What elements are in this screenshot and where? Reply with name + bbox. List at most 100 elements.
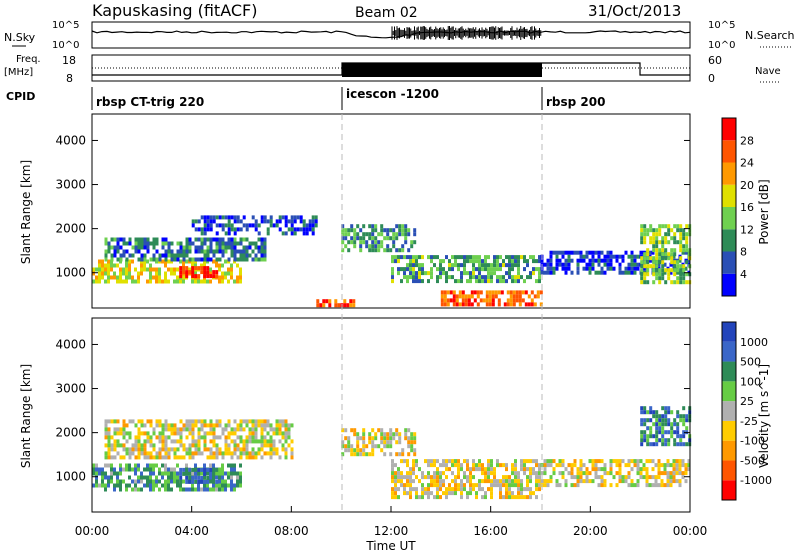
heatmap-cell [535, 483, 538, 488]
heatmap-cell [663, 262, 667, 267]
heatmap-cell [239, 227, 243, 232]
heatmap-cell [511, 467, 514, 472]
heatmap-cell [113, 471, 116, 476]
heatmap-cell [520, 275, 523, 280]
heatmap-cell [549, 463, 553, 468]
heatmap-cell [227, 267, 230, 272]
heatmap-cell [394, 255, 397, 260]
heatmap-cell [436, 479, 439, 484]
heatmap-cell [664, 248, 668, 253]
heatmap-cell [200, 435, 204, 440]
heatmap-cell [679, 232, 683, 237]
heatmap-cell [543, 270, 547, 275]
heatmap-cell [440, 302, 444, 307]
heatmap-cell [533, 294, 537, 299]
heatmap-cell [549, 266, 553, 271]
heatmap-cell [403, 459, 406, 464]
heatmap-cell [239, 435, 243, 440]
heatmap-cell [146, 237, 150, 242]
heatmap-cell [561, 459, 565, 464]
heatmap-cell [436, 471, 439, 476]
heatmap-cell [612, 254, 616, 259]
heatmap-cell [394, 483, 397, 488]
heatmap-cell [104, 271, 107, 276]
heatmap-cell [576, 479, 580, 484]
heatmap-cell [275, 423, 279, 428]
heatmap-cell [517, 259, 520, 264]
heatmap-cell [224, 451, 228, 456]
nsearch-tick-bottom: 10^0 [708, 40, 735, 51]
heatmap-cell [359, 448, 363, 453]
heatmap-cell [676, 434, 680, 439]
heatmap-cell [194, 471, 198, 476]
heatmap-cell [640, 422, 644, 427]
heatmap-cell [672, 471, 676, 476]
heatmap-cell [242, 215, 246, 220]
heatmap-cell [433, 263, 436, 268]
heatmap-cell [392, 432, 396, 437]
heatmap-cell [368, 440, 372, 445]
heatmap-cell [682, 422, 686, 427]
heatmap-cell [227, 423, 231, 428]
heatmap-cell [658, 252, 662, 257]
heatmap-cell [672, 475, 676, 480]
heatmap-cell [640, 232, 644, 237]
heatmap-cell [398, 440, 402, 445]
heatmap-cell [493, 467, 496, 472]
heatmap-cell [576, 266, 580, 271]
heatmap-cell [116, 279, 119, 284]
nave-label: Nave [755, 66, 781, 77]
heatmap-cell [146, 435, 150, 440]
nsky-noise-spikes [391, 26, 542, 40]
heatmap-cell [520, 495, 523, 500]
heatmap-cell [125, 447, 129, 452]
heatmap-cell [658, 418, 662, 423]
heatmap-cell [636, 266, 640, 271]
heatmap-cell [415, 459, 418, 464]
heatmap-cell [221, 237, 225, 242]
heatmap-cell [125, 279, 128, 284]
heatmap-cell [137, 475, 140, 480]
heatmap-cell [212, 467, 215, 472]
heatmap-cell [409, 267, 412, 272]
heatmap-cell [269, 223, 273, 228]
heatmap-cell [319, 303, 323, 308]
heatmap-cell [269, 455, 273, 460]
heatmap-cell [191, 219, 195, 224]
heatmap-cell [476, 302, 480, 307]
heatmap-cell [152, 479, 155, 484]
heatmap-cell [397, 475, 400, 480]
heatmap-cell [682, 272, 686, 277]
heatmap-cell [179, 475, 183, 480]
heatmap-cell [661, 406, 665, 411]
heatmap-cell [676, 228, 680, 233]
heatmap-cell [655, 422, 659, 427]
heatmap-cell [558, 483, 562, 488]
heatmap-cell [131, 487, 134, 492]
heatmap-cell [257, 257, 261, 262]
heatmap-cell [362, 444, 366, 449]
heatmap-cell [523, 267, 526, 272]
heatmap-cell [254, 423, 258, 428]
heatmap-cell [418, 255, 421, 260]
heatmap-cell [353, 432, 357, 437]
heatmap-cell [406, 483, 409, 488]
heatmap-cell [664, 252, 668, 257]
heatmap-cell [158, 419, 162, 424]
heatmap-cell [275, 419, 279, 424]
heatmap-cell [158, 253, 162, 258]
heatmap-cell [684, 463, 688, 468]
heatmap-cell [95, 471, 98, 476]
heatmap-cell [194, 279, 197, 284]
heatmap-cell [615, 258, 619, 263]
heatmap-cell [107, 241, 111, 246]
heatmap-cell [182, 487, 185, 492]
heatmap-cell [200, 241, 204, 246]
heatmap-cell [206, 274, 210, 279]
heatmap-cell [113, 245, 117, 250]
heatmap-cell [464, 298, 468, 303]
heatmap-cell [185, 467, 189, 472]
heatmap-cell [173, 467, 176, 472]
heatmap-cell [591, 463, 595, 468]
heatmap-cell [509, 302, 513, 307]
